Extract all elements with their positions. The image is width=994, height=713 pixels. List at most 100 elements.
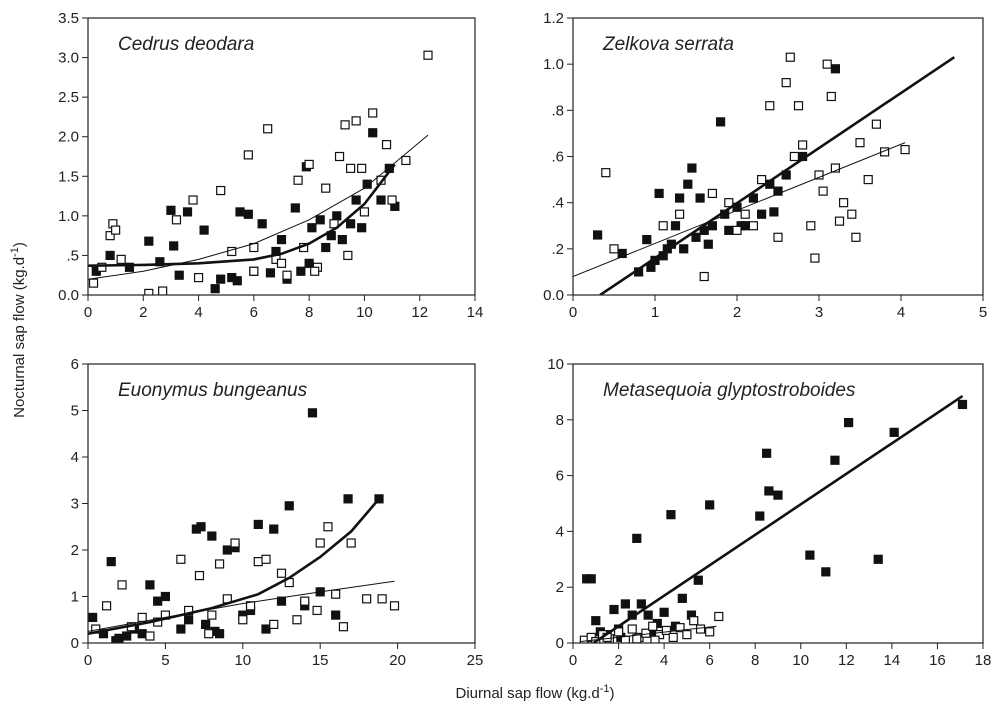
filled-point bbox=[332, 211, 342, 221]
open-point bbox=[740, 209, 750, 219]
y-tick-label: 3 bbox=[71, 496, 79, 513]
x-tick-label: 4 bbox=[660, 652, 668, 669]
open-point bbox=[389, 601, 400, 611]
open-point bbox=[641, 628, 651, 638]
open-point bbox=[814, 170, 824, 180]
open-point bbox=[661, 625, 671, 636]
filled-point bbox=[207, 531, 217, 541]
open-point bbox=[362, 594, 372, 604]
filled-point bbox=[609, 604, 619, 615]
open-point bbox=[117, 580, 127, 590]
filled-point bbox=[769, 207, 779, 217]
filled-point bbox=[182, 207, 193, 217]
open-point bbox=[806, 221, 816, 231]
filled-point bbox=[343, 494, 353, 504]
open-point bbox=[137, 612, 147, 623]
filled-point bbox=[276, 235, 287, 245]
filled-point bbox=[232, 276, 242, 286]
filled-point bbox=[687, 163, 697, 173]
open-point bbox=[194, 570, 205, 581]
filled-point bbox=[670, 221, 681, 231]
x-tick-label: 8 bbox=[751, 652, 759, 669]
filled-point bbox=[176, 624, 186, 634]
x-tick-label: 12 bbox=[838, 652, 855, 669]
filled-point bbox=[199, 225, 209, 235]
open-point bbox=[648, 621, 658, 631]
open-point bbox=[838, 198, 849, 208]
filled-point bbox=[830, 455, 840, 465]
filled-point bbox=[368, 128, 378, 138]
open-point bbox=[879, 147, 890, 157]
open-point bbox=[668, 632, 678, 643]
x-tick-label: 0 bbox=[84, 304, 92, 321]
x-tick-label: 10 bbox=[356, 304, 373, 321]
open-point bbox=[826, 91, 836, 102]
y-tick-label: .8 bbox=[551, 102, 564, 119]
open-point bbox=[249, 266, 259, 276]
filled-point bbox=[346, 219, 356, 229]
filled-point bbox=[304, 258, 314, 268]
open-point bbox=[105, 231, 115, 241]
open-point bbox=[204, 629, 214, 639]
filled-point bbox=[632, 533, 642, 543]
x-tick-label: 0 bbox=[84, 652, 92, 669]
filled-point bbox=[805, 550, 815, 560]
filled-point bbox=[261, 624, 271, 634]
open-point bbox=[699, 271, 709, 282]
open-point bbox=[111, 225, 121, 235]
y-tick-label: 1.5 bbox=[58, 168, 79, 185]
x-tick-label: 2 bbox=[614, 652, 622, 669]
y-axis-label: Nocturnal sap flow (kg.d-1) bbox=[9, 242, 28, 418]
x-tick-label: 20 bbox=[389, 652, 406, 669]
y-tick-label: .2 bbox=[551, 241, 564, 258]
open-point bbox=[230, 538, 240, 548]
open-point bbox=[351, 116, 361, 126]
open-point bbox=[171, 215, 182, 225]
y-tick-label: 3.0 bbox=[58, 50, 79, 67]
y-tick-label: 6 bbox=[556, 468, 564, 485]
x-tick-label: 25 bbox=[467, 652, 484, 669]
filled-point bbox=[114, 633, 124, 643]
open-point bbox=[331, 589, 341, 599]
x-tick-label: 10 bbox=[792, 652, 809, 669]
filled-point bbox=[243, 209, 253, 219]
fit-line bbox=[88, 163, 396, 267]
filled-point bbox=[196, 522, 206, 532]
filled-point bbox=[321, 242, 331, 253]
filled-point bbox=[160, 591, 170, 602]
filled-point bbox=[591, 616, 601, 626]
y-tick-label: 4 bbox=[71, 449, 79, 466]
filled-point bbox=[351, 195, 361, 205]
plot-frame bbox=[87, 17, 476, 296]
filled-point bbox=[357, 223, 367, 233]
filled-point bbox=[307, 408, 318, 418]
plot-frame bbox=[87, 363, 476, 644]
y-tick-label: 6 bbox=[71, 356, 79, 373]
open-point bbox=[847, 209, 857, 219]
filled-point bbox=[683, 179, 693, 189]
filled-point bbox=[830, 64, 841, 74]
filled-point bbox=[679, 244, 689, 254]
filled-point bbox=[889, 427, 899, 437]
y-tick-label: .6 bbox=[551, 149, 564, 166]
y-tick-label: 1 bbox=[71, 589, 79, 606]
open-point bbox=[650, 635, 660, 643]
open-point bbox=[781, 78, 791, 88]
fit-line bbox=[579, 625, 717, 643]
y-tick-label: 1.0 bbox=[543, 56, 564, 73]
y-tick-label: 4 bbox=[556, 523, 564, 540]
open-point bbox=[797, 140, 808, 150]
open-point bbox=[315, 538, 325, 548]
filled-point bbox=[691, 232, 701, 242]
filled-point bbox=[155, 257, 165, 267]
filled-point bbox=[636, 599, 646, 609]
filled-point bbox=[666, 510, 676, 520]
filled-point bbox=[376, 195, 386, 205]
open-point bbox=[321, 183, 331, 193]
y-label-end: ) bbox=[11, 242, 28, 247]
y-tick-label: 2 bbox=[71, 542, 79, 559]
open-point bbox=[689, 616, 699, 626]
filled-point bbox=[715, 117, 726, 127]
filled-point bbox=[184, 615, 194, 625]
x-label-end: ) bbox=[610, 685, 615, 702]
